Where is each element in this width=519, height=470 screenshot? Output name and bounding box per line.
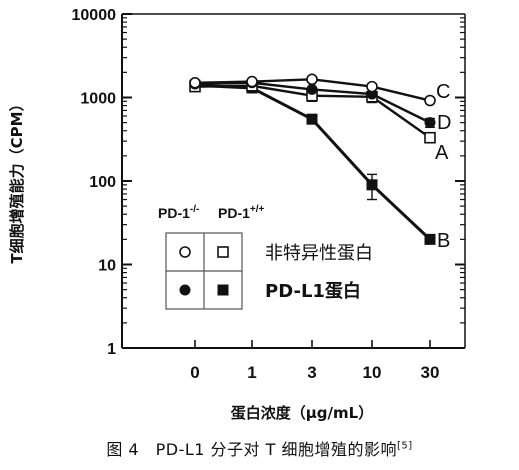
data-point-B — [366, 179, 378, 191]
y-tick-label: 10000 — [72, 7, 117, 24]
series-label-B: B — [437, 230, 450, 252]
legend-marker — [179, 246, 191, 258]
y-axis: 1 10 100 1000 10000 — [72, 7, 465, 358]
legend-col-header: PD-1-/- — [158, 204, 199, 221]
data-point-D — [424, 117, 436, 129]
x-axis: 0 1 3 10 30 — [190, 340, 439, 382]
data-point-A — [424, 131, 436, 144]
x-tick-label: 3 — [307, 363, 316, 382]
data-point-C — [366, 80, 378, 93]
legend-marker — [179, 284, 191, 296]
figure-caption: 图 4 PD-L1 分子对 T 细胞增殖的影响[5] — [0, 436, 519, 460]
caption-text: 图 4 PD-L1 分子对 T 细胞增殖的影响 — [106, 440, 397, 459]
data-point-D — [306, 83, 318, 95]
x-tick-label: 1 — [247, 363, 256, 382]
x-tick-label: 30 — [421, 363, 440, 382]
y-axis-title: T细胞增殖能力（CPM） — [8, 96, 26, 263]
data-point-B — [306, 113, 318, 125]
y-tick-label: 10 — [98, 258, 116, 275]
series-label-D: D — [437, 112, 451, 134]
x-tick-label: 10 — [363, 363, 382, 382]
legend-marker — [217, 246, 229, 258]
data-point-B — [424, 233, 436, 245]
series-label-A: A — [435, 142, 449, 164]
caption-ref: [5] — [396, 440, 413, 452]
series-label-C: C — [436, 81, 450, 103]
legend-marker — [217, 284, 229, 296]
data-point-C — [189, 76, 201, 89]
legend-row-label: 非特异性蛋白 — [265, 243, 373, 264]
data-point-C — [424, 94, 436, 107]
data-point-C — [306, 73, 318, 86]
y-tick-label: 1000 — [80, 91, 116, 108]
plot-frame — [121, 13, 466, 349]
data-point-C — [246, 75, 258, 88]
series-group: A B CD — [189, 73, 451, 252]
x-axis-title: 蛋白浓度（μg/mL） — [231, 404, 373, 422]
legend-row-label: PD-L1蛋白 — [265, 280, 361, 302]
x-tick-label: 0 — [190, 363, 199, 382]
y-tick-label: 1 — [107, 341, 116, 358]
legend-col-header: PD-1+/+ — [218, 204, 265, 221]
legend: PD-1-/- PD-1+/+ 非特异性蛋白 PD-L1蛋白 — [158, 204, 373, 310]
series-C — [189, 73, 436, 107]
y-tick-label: 100 — [89, 174, 116, 191]
